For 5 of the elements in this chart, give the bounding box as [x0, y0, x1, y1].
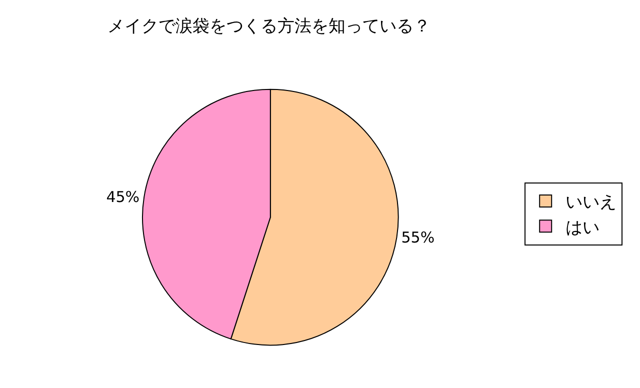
- legend-label: いいえ: [566, 192, 617, 213]
- chart-title: メイクで涙袋をつくる方法を知っている？: [107, 16, 430, 36]
- legend-label: はい: [566, 218, 600, 238]
- data-label: 55%: [401, 228, 435, 247]
- data-label: 45%: [106, 188, 140, 206]
